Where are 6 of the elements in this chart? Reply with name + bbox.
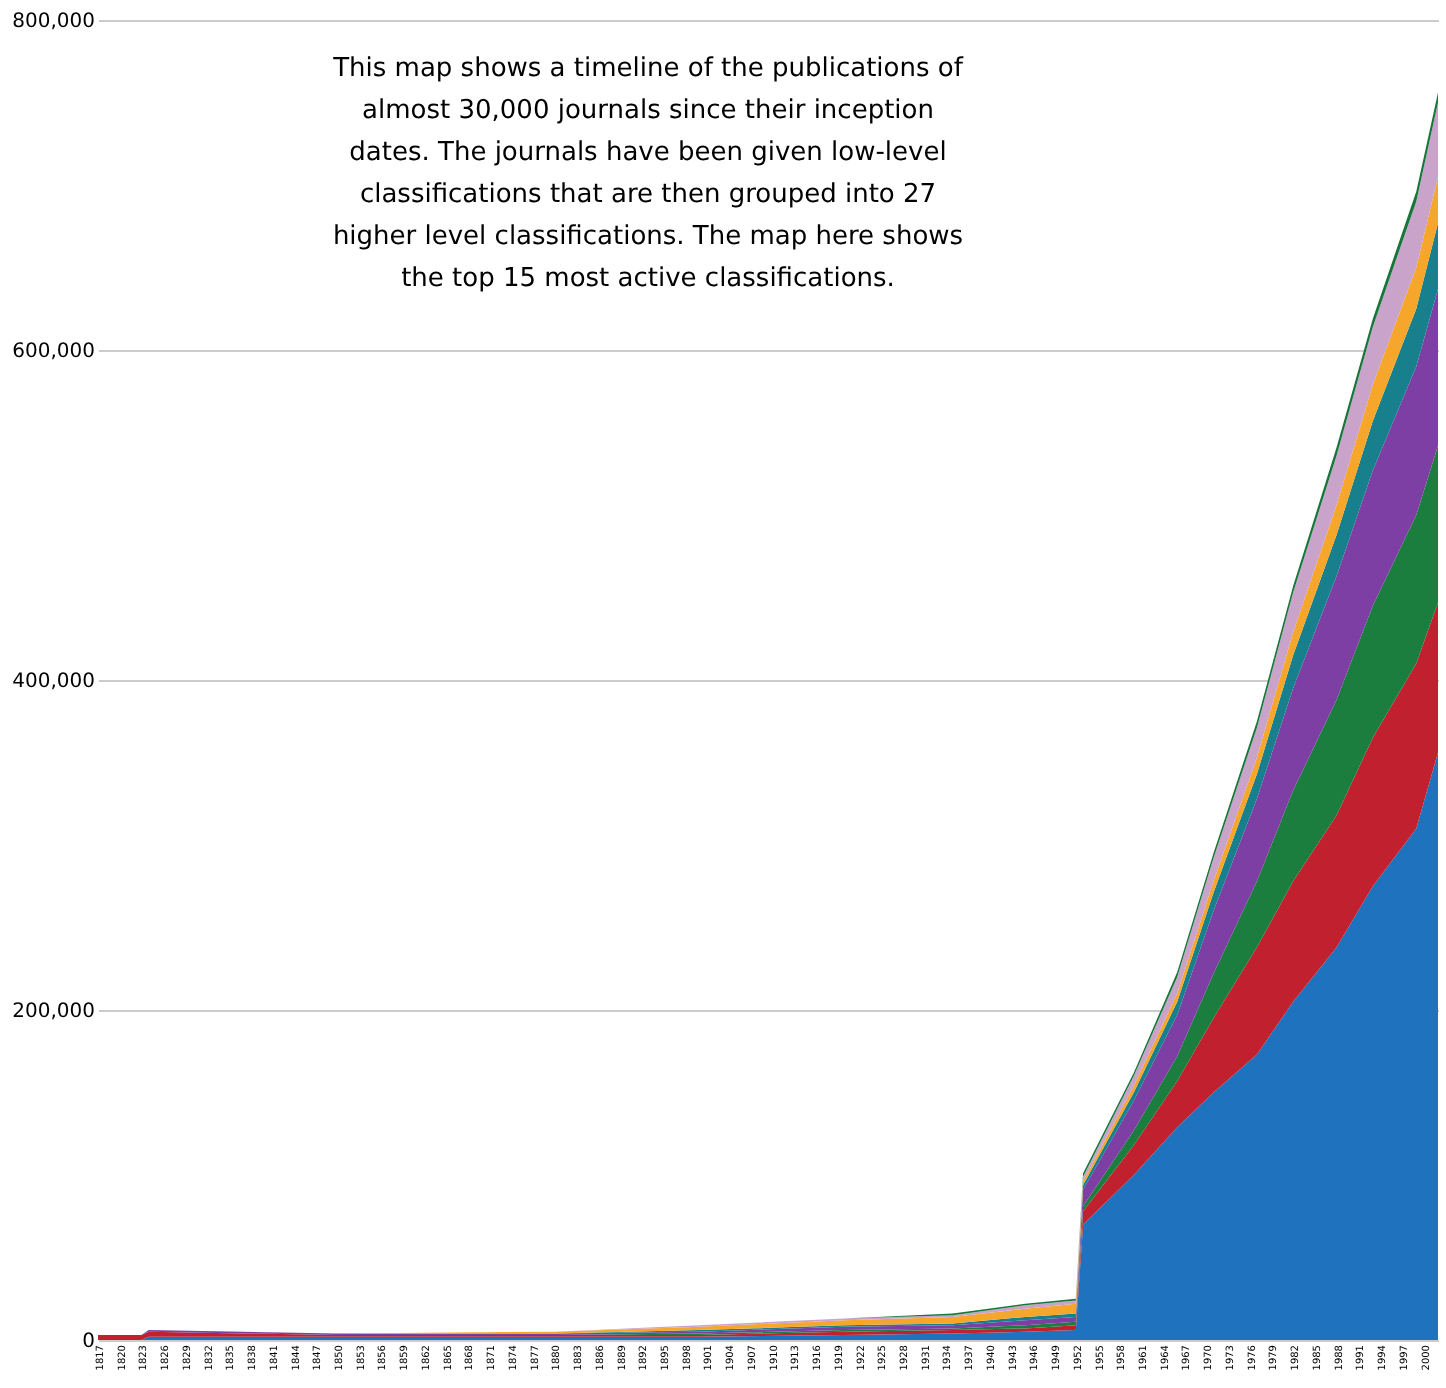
y-tick-label: 200,000 [12,1001,95,1023]
y-tick-label: 600,000 [12,341,95,363]
y-tick-label: 400,000 [12,671,95,693]
annotation: This map shows a timeline of the publications of almost 30,000 journals since their inception dates. The journals have been given low-level classifications that are then grouped into 27 higher level classifications. The map here shows the top 15 most active classifications. [331,54,964,294]
y-tick-label: 800,000 [12,11,95,33]
y-tick-label: 0 [82,1331,95,1353]
